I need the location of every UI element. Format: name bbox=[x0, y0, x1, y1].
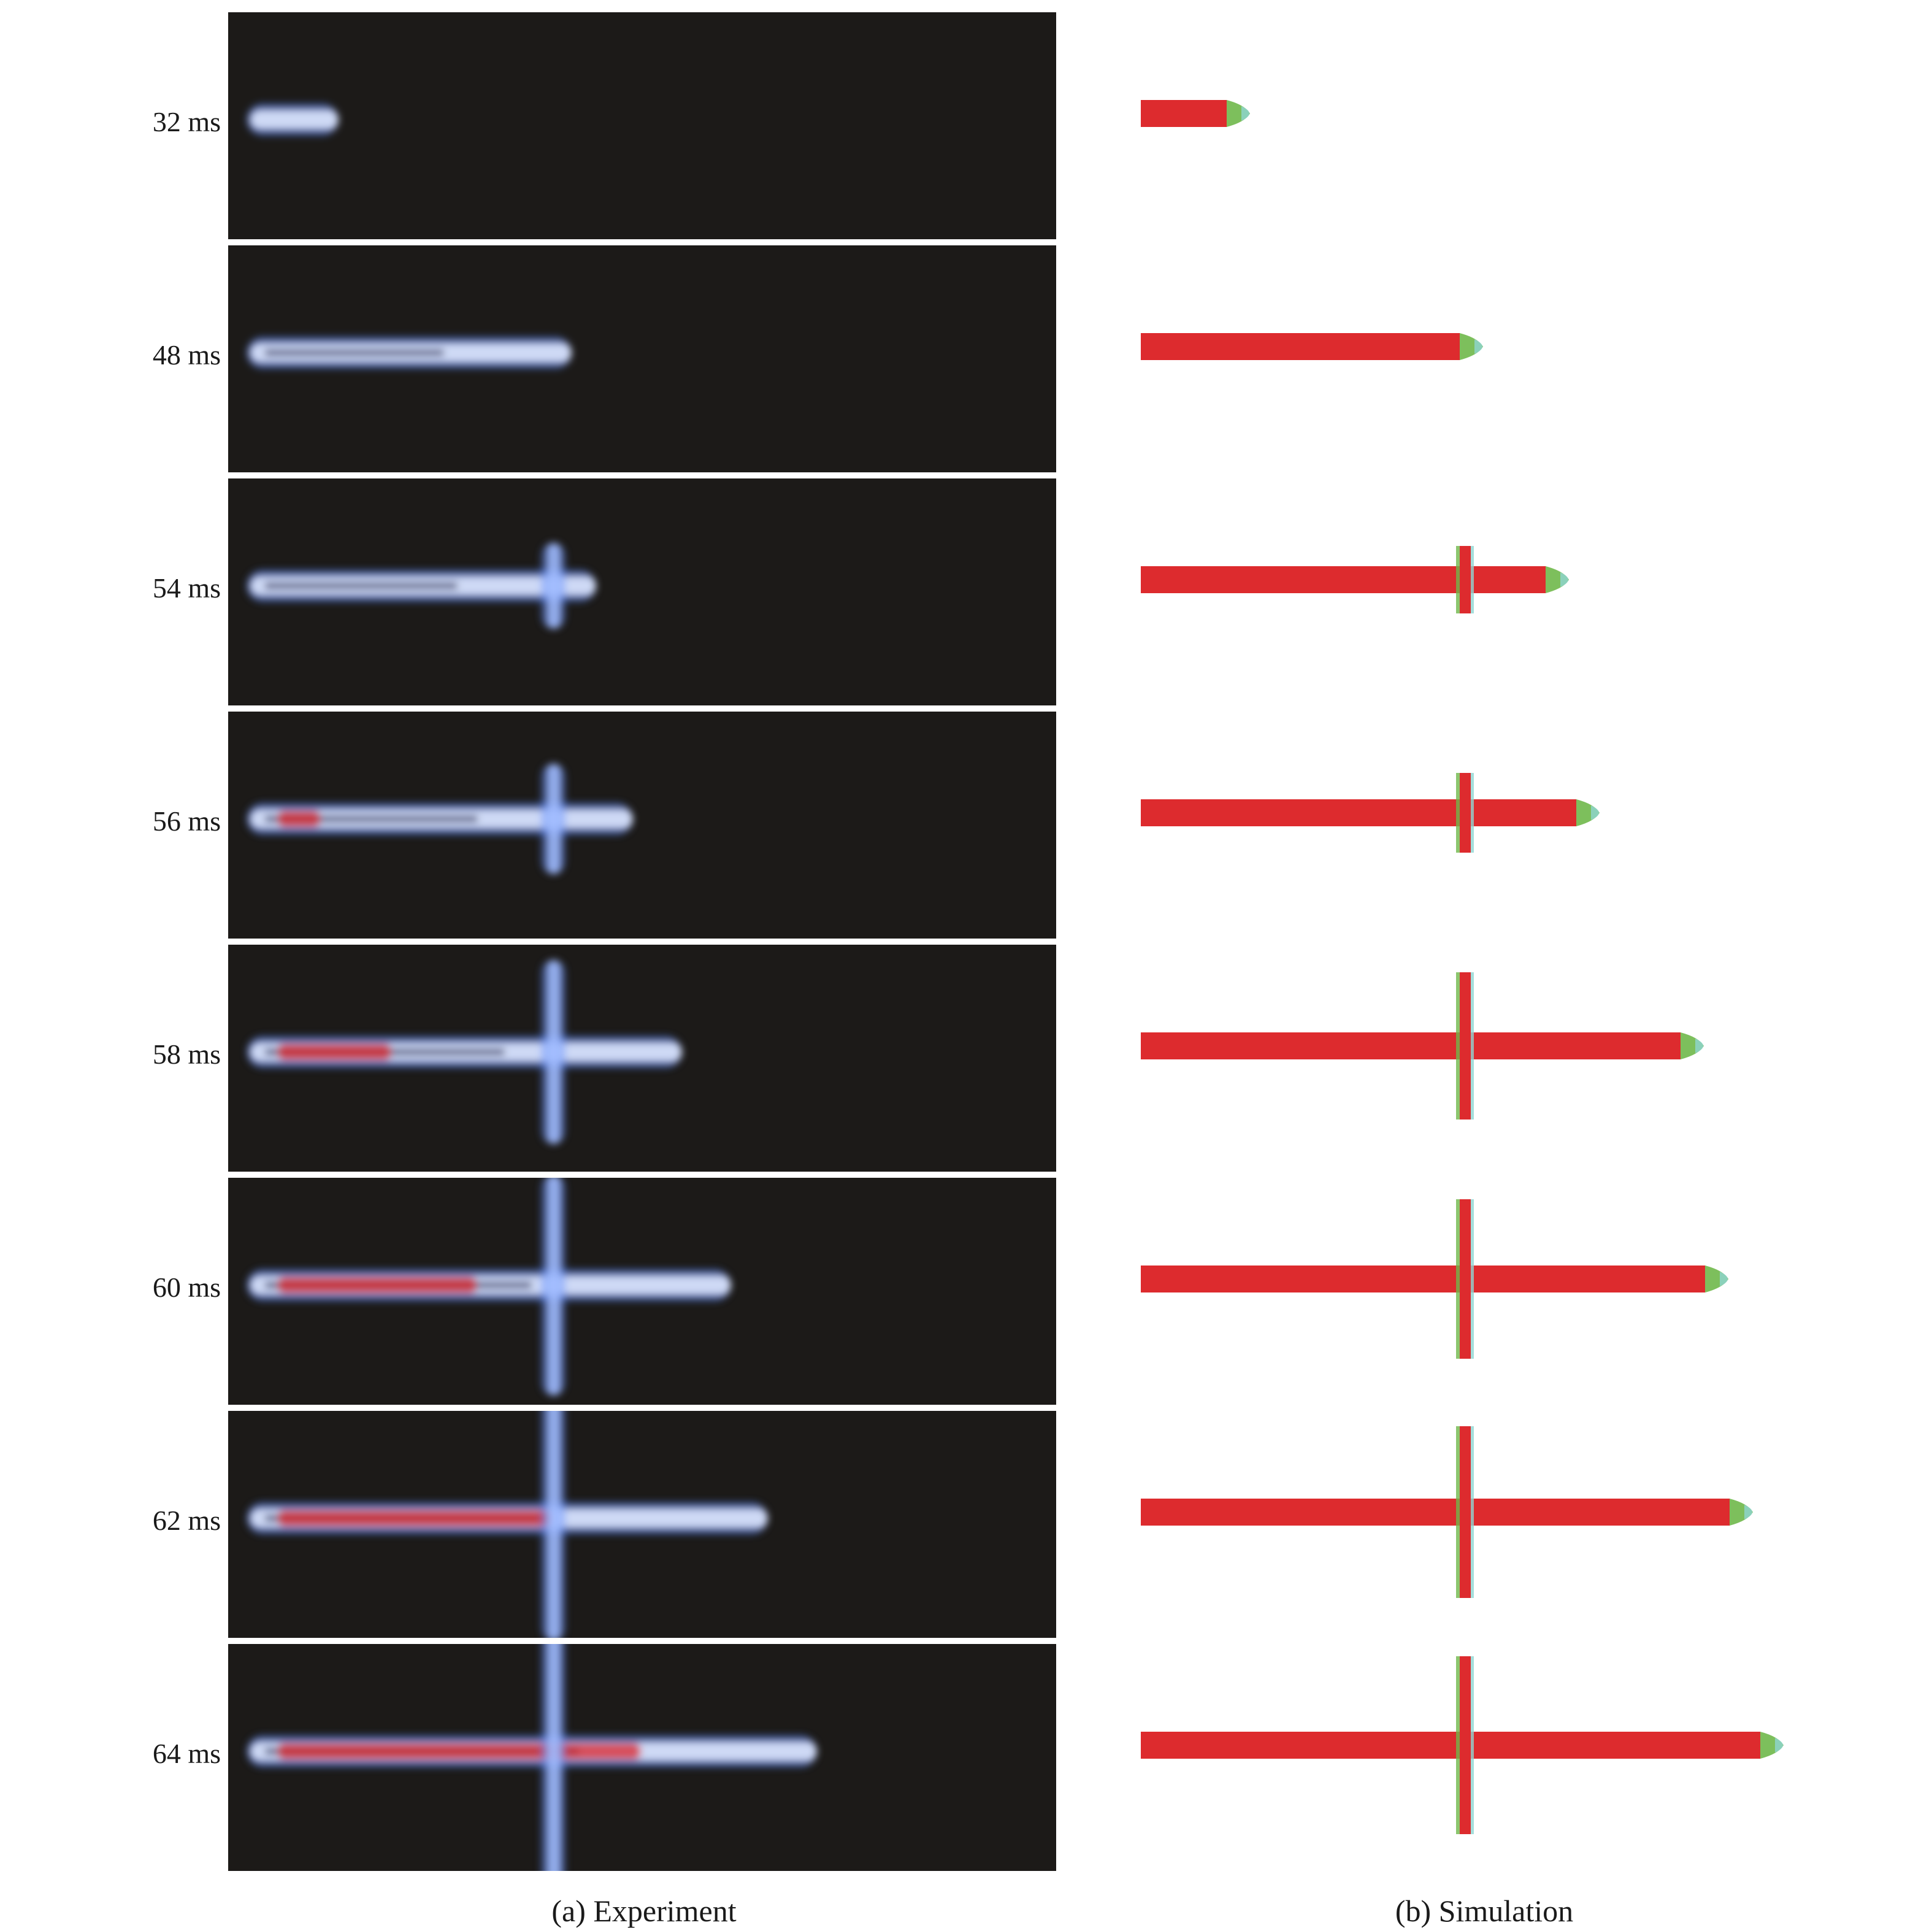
experiment-frame-8 bbox=[228, 1644, 1056, 1871]
experiment-frame-4 bbox=[228, 712, 1056, 939]
time-label-8: 64 ms bbox=[152, 1738, 221, 1769]
experiment-frame-7 bbox=[228, 1411, 1056, 1638]
experiment-frame-5 bbox=[228, 945, 1056, 1172]
simulation-frame-1 bbox=[1141, 12, 1815, 239]
simulation-frame-7 bbox=[1141, 1411, 1815, 1638]
time-label-2: 48 ms bbox=[152, 339, 221, 371]
experiment-frame-1 bbox=[228, 12, 1056, 239]
experiment-image-column bbox=[228, 12, 1056, 1889]
simulation-frame-2 bbox=[1141, 245, 1815, 472]
simulation-frame-8 bbox=[1141, 1644, 1815, 1871]
simulation-frame-6 bbox=[1141, 1178, 1815, 1405]
simulation-frame-4 bbox=[1141, 712, 1815, 939]
experiment-frame-6 bbox=[228, 1178, 1056, 1405]
time-label-5: 58 ms bbox=[152, 1039, 221, 1070]
time-label-1: 32 ms bbox=[152, 106, 221, 137]
time-label-6: 60 ms bbox=[152, 1272, 221, 1303]
time-label-3: 54 ms bbox=[152, 572, 221, 604]
caption-experiment: (a) Experiment bbox=[551, 1894, 737, 1928]
time-label-7: 62 ms bbox=[152, 1505, 221, 1536]
time-label-4: 56 ms bbox=[152, 805, 221, 837]
experiment-frame-3 bbox=[228, 478, 1056, 705]
experiment-frame-2 bbox=[228, 245, 1056, 472]
simulation-frame-5 bbox=[1141, 945, 1815, 1172]
caption-simulation: (b) Simulation bbox=[1395, 1894, 1574, 1928]
simulation-frame-3 bbox=[1141, 478, 1815, 705]
